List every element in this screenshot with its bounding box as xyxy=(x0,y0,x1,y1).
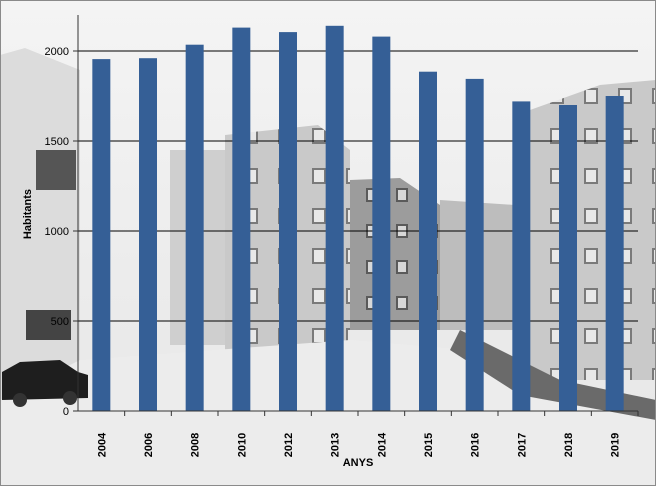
x-tick-label: 2006 xyxy=(143,433,155,457)
bar xyxy=(139,58,157,411)
bar xyxy=(279,32,297,411)
x-tick-label: 2008 xyxy=(190,433,202,457)
x-tick-label: 2004 xyxy=(96,432,108,457)
bar xyxy=(465,78,484,412)
x-tick-label: 2010 xyxy=(236,433,248,457)
x-tick-label: 2017 xyxy=(516,433,528,457)
bar xyxy=(92,59,111,411)
bar xyxy=(325,25,344,412)
bar xyxy=(512,101,531,412)
bar xyxy=(419,71,437,411)
x-tick-label: 2012 xyxy=(283,433,295,457)
x-axis-ticks: 2004 2006 2008 2010 2012 2013 2014 2015 2016 2017… xyxy=(96,411,639,457)
x-tick-label: 2018 xyxy=(563,433,575,457)
photo-car xyxy=(2,360,88,407)
bar xyxy=(559,105,577,411)
y-tick-label: 500 xyxy=(51,316,69,328)
x-tick-label: 2014 xyxy=(376,432,388,457)
y-tick-label: 2000 xyxy=(45,46,69,58)
bar xyxy=(605,96,624,411)
gridlines xyxy=(78,50,638,322)
bar-series xyxy=(92,25,624,412)
y-tick-label: 1000 xyxy=(45,226,69,238)
photo-window xyxy=(26,310,71,340)
y-axis-label: Habitants xyxy=(22,189,34,239)
y-axis-ticks: 0 500 1000 1500 2000 xyxy=(45,46,78,418)
x-axis-label: ANYS xyxy=(343,457,374,469)
photo-building-left xyxy=(0,48,80,400)
photo-building-right xyxy=(530,80,656,380)
y-tick-label: 0 xyxy=(63,406,69,418)
bar xyxy=(372,36,391,411)
photo-window xyxy=(36,150,76,190)
x-tick-label: 2013 xyxy=(330,433,342,457)
y-tick-label: 1500 xyxy=(45,136,69,148)
bar xyxy=(232,27,251,411)
photo-curb xyxy=(450,330,656,420)
x-tick-label: 2016 xyxy=(470,433,482,457)
x-tick-label: 2015 xyxy=(423,433,435,457)
bar xyxy=(185,44,204,411)
x-tick-label: 2019 xyxy=(610,433,622,457)
